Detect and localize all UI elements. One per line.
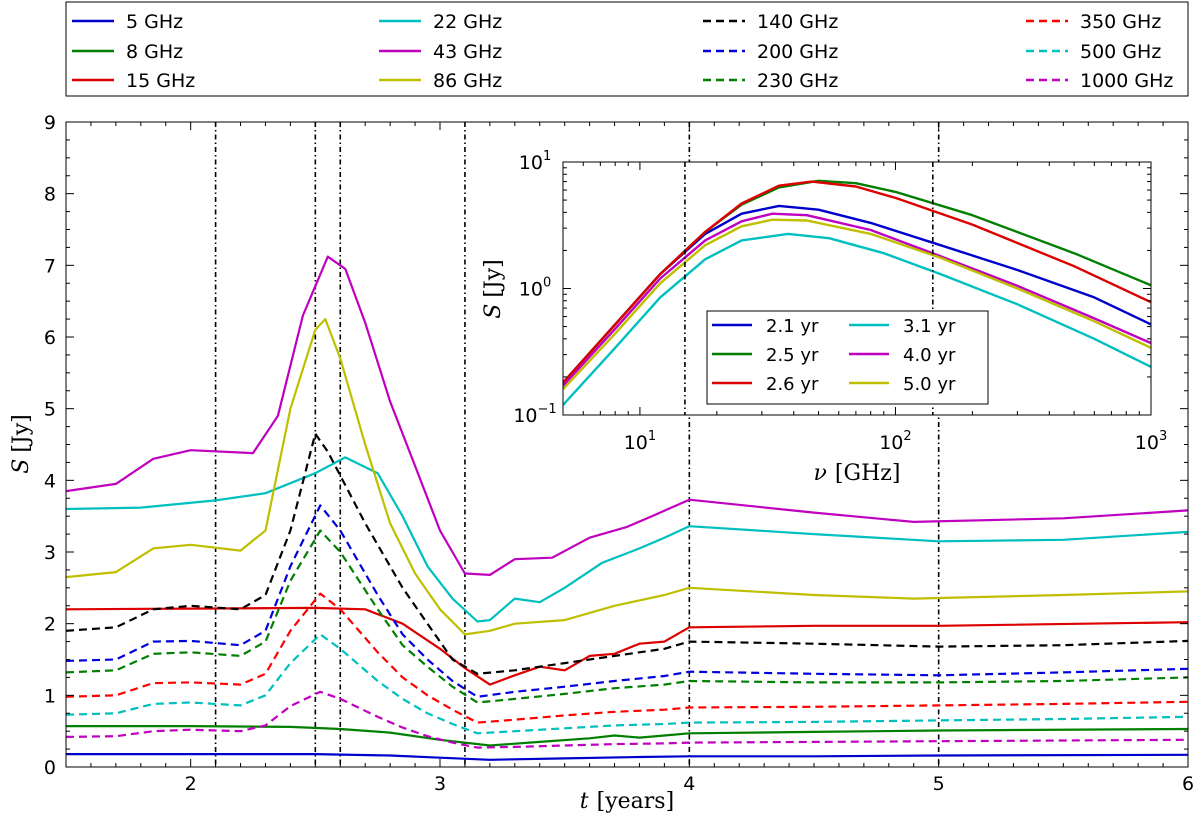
inset-legend-label-2-1-yr: 2.1 yr [766, 316, 819, 337]
series-350-ghz [66, 592, 1188, 724]
series-43-ghz [66, 255, 1188, 576]
main-ticks: 0 1 2 3 4 5 6 7 8 9 2 3 4 5 6 [44, 112, 1194, 795]
main-x-tick-label: 6 [1182, 773, 1194, 795]
main-x-tick-label: 5 [933, 773, 945, 795]
inset-series [563, 179, 1151, 406]
inset-series-4-0-yr [563, 212, 1151, 387]
main-x-tick-label: 4 [683, 773, 695, 795]
main-y-axis-label: S[Jy] [9, 414, 34, 474]
main-y-tick-label: 4 [44, 470, 56, 492]
main-y-tick-label: 3 [44, 542, 56, 564]
main-legend: 5 GHz 8 GHz 15 GHz 22 GHz 43 GHz 86 GHz 140 GH… [72, 11, 1173, 92]
main-y-tick-label: 6 [44, 327, 56, 349]
series-86-ghz [66, 318, 1188, 636]
legend-label-200-ghz: 200 GHz [757, 41, 838, 63]
main-y-tick-label: 1 [44, 685, 56, 707]
inset-legend-label-2-6-yr: 2.6 yr [766, 374, 819, 395]
inset-x-tick-label: 102 [879, 429, 911, 454]
inset-legend-box [706, 310, 989, 405]
main-series [66, 255, 1188, 761]
main-y-tick-label: 9 [44, 112, 56, 134]
series-5-ghz [66, 753, 1188, 761]
inset-x-tick-label: 101 [624, 429, 656, 454]
inset-x-tick-label: 103 [1135, 429, 1167, 454]
series-200-ghz [66, 504, 1188, 698]
legend-label-1000-ghz: 1000 GHz [1080, 70, 1173, 92]
series-230-ghz [66, 529, 1188, 704]
legend-label-86-ghz: 86 GHz [433, 70, 502, 92]
legend-label-5-ghz: 5 GHz [126, 11, 183, 33]
inset-plot: 101 102 103 10−1 100 101 2.1 yr 2.5 yr 2.6 yr 3.… [481, 149, 1167, 486]
main-y-tick-label: 8 [44, 184, 56, 206]
main-legend-box [65, 1, 1189, 97]
inset-y-tick-label: 10−1 [513, 402, 556, 427]
legend-label-140-ghz: 140 GHz [757, 11, 838, 33]
legend-label-230-ghz: 230 GHz [757, 70, 838, 92]
inset-x-axis-label: ν [GHz] [814, 461, 901, 486]
inset-y-axis-label: S[Jy] [481, 259, 506, 319]
inset-legend-label-5-0-yr: 5.0 yr [903, 374, 956, 395]
main-plot-frame [65, 121, 1189, 768]
series-22-ghz [66, 456, 1188, 623]
main-x-tick-label: 3 [434, 773, 446, 795]
inset-plot-frame [562, 161, 1152, 416]
inset-legend: 2.1 yr 2.5 yr 2.6 yr 3.1 yr 4.0 yr 5.0 yr [706, 310, 989, 405]
inset-y-tick-label: 100 [519, 276, 551, 301]
inset-series-2-6-yr [563, 180, 1151, 384]
main-plot: 0 1 2 3 4 5 6 7 8 9 2 3 4 5 6 t [years] S[Jy] [9, 112, 1194, 814]
inset-series-5-0-yr [563, 218, 1151, 391]
series-500-ghz [66, 633, 1188, 735]
main-x-axis-label: t [years] [580, 789, 674, 814]
main-vlines [214, 122, 940, 767]
legend-label-350-ghz: 350 GHz [1080, 11, 1161, 33]
legend-label-22-ghz: 22 GHz [433, 11, 502, 33]
inset-series-3-1-yr [563, 232, 1151, 406]
inset-legend-label-3-1-yr: 3.1 yr [903, 316, 956, 337]
legend-label-500-ghz: 500 GHz [1080, 41, 1161, 63]
series-8-ghz [66, 725, 1188, 747]
series-1000-ghz [66, 690, 1188, 749]
main-y-tick-label: 7 [44, 255, 56, 277]
main-y-tick-label: 2 [44, 614, 56, 636]
main-y-tick-label: 0 [44, 757, 56, 779]
legend-label-43-ghz: 43 GHz [433, 41, 502, 63]
main-x-tick-label: 2 [185, 773, 197, 795]
legend-label-15-ghz: 15 GHz [126, 70, 195, 92]
series-140-ghz [66, 432, 1188, 675]
legend-label-8-ghz: 8 GHz [126, 41, 183, 63]
inset-legend-label-4-0-yr: 4.0 yr [903, 345, 956, 366]
inset-legend-label-2-5-yr: 2.5 yr [766, 345, 819, 366]
main-y-tick-label: 5 [44, 399, 56, 421]
inset-y-tick-label: 101 [519, 149, 551, 174]
